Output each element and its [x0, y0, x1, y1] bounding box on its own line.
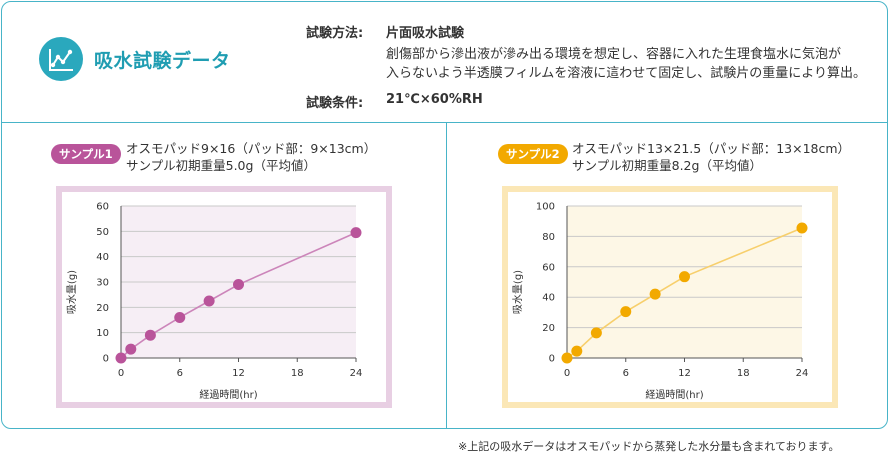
sample2-x-tick-label: 0 — [564, 368, 570, 379]
sample1-y-tick-label: 0 — [103, 354, 109, 365]
sample2-x-tick-label: 6 — [623, 368, 629, 379]
sample1-x-tick-label: 12 — [232, 368, 245, 379]
sample1-data-point — [174, 311, 186, 323]
sample2-y-axis-label: 吸水量(g) — [512, 270, 524, 314]
line-chart-icon — [39, 37, 83, 81]
sample2-x-tick-label: 24 — [796, 368, 809, 379]
sample1-y-axis-label: 吸水量(g) — [66, 270, 78, 314]
sample2-y-tick-label: 100 — [536, 202, 555, 213]
test-info-header: 吸水試験データ 試験方法: 片面吸水試験 創傷部から滲出液が滲み出る環境を想定し… — [2, 2, 887, 122]
sample1-y-tick-label: 60 — [96, 202, 109, 213]
sample1-x-tick-label: 24 — [350, 368, 363, 379]
sample2-data-point — [649, 288, 661, 300]
sample1-desc-line2: サンプル初期重量5.0g（平均値） — [126, 158, 316, 173]
sample1-desc-line1: オスモパッド9×16（パッド部：9×13cm） — [126, 141, 377, 156]
sample2-badge: サンプル2 — [498, 144, 568, 164]
sample2-y-tick-label: 60 — [542, 262, 555, 273]
column-divider — [446, 123, 447, 428]
sample1-x-axis-label: 経過時間(hr) — [199, 388, 257, 401]
sample1-y-tick-label: 40 — [96, 252, 109, 263]
sample2-x-tick-label: 12 — [678, 368, 691, 379]
sample2-desc-line2: サンプル初期重量8.2g（平均値） — [572, 158, 762, 173]
sample1-data-point — [144, 329, 156, 341]
sample2-data-point — [571, 345, 583, 357]
sample1-x-tick-label: 18 — [291, 368, 304, 379]
sample2-data-point — [796, 222, 808, 234]
sample2-x-tick-label: 18 — [737, 368, 750, 379]
method-desc-line1: 創傷部から滲出液が滲み出る環境を想定し、容器に入れた生理食塩水に気泡が — [386, 47, 842, 62]
sample1-y-tick-label: 30 — [96, 278, 109, 289]
footnote: ※上記の吸水データはオスモパッドから蒸発した水分量も含まれております。 — [458, 440, 840, 453]
sample1-data-point — [203, 295, 215, 307]
sample2-desc-line1: オスモパッド13×21.5（パッド部：13×18cm） — [572, 141, 851, 156]
condition-value: 21℃×60%RH — [386, 92, 483, 107]
sample1-chart: 0 10 20 30 40 50 60 0 6 12 18 24 経過時間(hr) 吸水量(g) — [56, 186, 392, 408]
sample2-y-tick-label: 40 — [542, 293, 555, 304]
sample2-y-tick-label: 80 — [542, 232, 555, 243]
sample2-data-point — [679, 271, 690, 283]
method-label: 試験方法: — [306, 26, 364, 41]
sample2-y-tick-label: 20 — [542, 323, 555, 334]
sample1-y-tick-label: 10 — [96, 328, 109, 339]
sample2-data-point — [561, 352, 573, 364]
sample2-data-point — [590, 327, 602, 339]
sample1-y-tick-label: 20 — [96, 303, 109, 314]
method-desc-line2: 入らないよう半透膜フィルムを溶液に這わせて固定し、試験片の重量により算出。 — [386, 66, 866, 81]
sample1-y-tick-label: 50 — [96, 227, 109, 238]
sample1-x-tick-label: 6 — [177, 368, 183, 379]
sample1-data-point — [350, 227, 362, 239]
section-title: 吸水試験データ — [94, 50, 231, 72]
sample2-chart: 0 20 40 60 80 100 0 6 12 18 24 経過時間(hr) 吸水量(g) — [502, 186, 838, 408]
condition-label: 試験条件: — [306, 96, 364, 111]
sample2-data-point — [620, 306, 632, 318]
method-name: 片面吸水試験 — [386, 26, 465, 41]
sample1-data-point — [125, 343, 137, 355]
sample2-y-tick-label: 0 — [549, 354, 555, 365]
sample1-badge: サンプル1 — [51, 144, 121, 164]
header-divider — [2, 122, 887, 123]
sample1-x-tick-label: 0 — [118, 368, 124, 379]
sample1-data-point — [233, 279, 244, 291]
sample1-data-point — [115, 352, 127, 364]
test-data-panel: 吸水試験データ 試験方法: 片面吸水試験 創傷部から滲出液が滲み出る環境を想定し… — [1, 1, 888, 429]
sample2-x-axis-label: 経過時間(hr) — [645, 388, 703, 401]
